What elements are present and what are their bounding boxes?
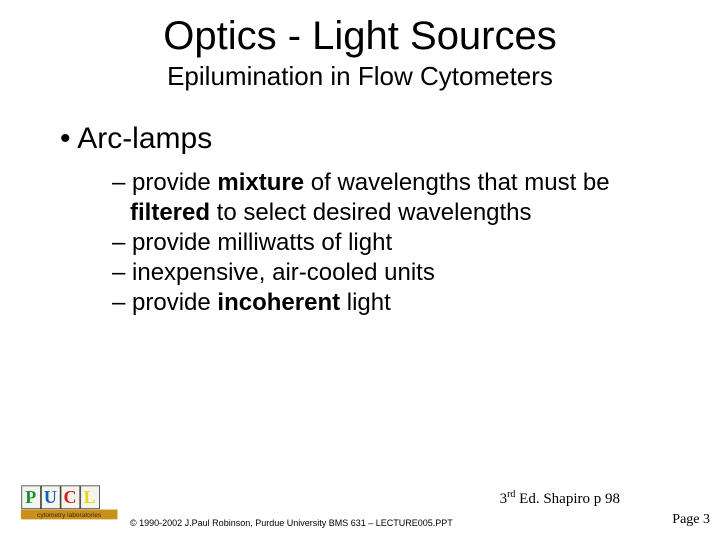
- pucl-logo-icon: P U C L cytometry laboratories: [20, 485, 120, 521]
- sub-item-incoherent: provide incoherent light: [112, 288, 690, 318]
- svg-text:C: C: [64, 487, 77, 507]
- page-number: Page 3: [672, 512, 710, 528]
- slide-subtitle: Epilumination in Flow Cytometers: [30, 61, 690, 92]
- sub-item-inexpensive: inexpensive, air-cooled units: [112, 258, 690, 288]
- sub-item-milliwatts: provide milliwatts of light: [112, 228, 690, 258]
- svg-text:cytometry laboratories: cytometry laboratories: [37, 512, 102, 519]
- svg-text:P: P: [25, 487, 36, 507]
- sub-item-mixture: provide mixture of wavelengths that must…: [112, 168, 690, 228]
- sub-bullet-list: provide mixture of wavelengths that must…: [112, 168, 690, 318]
- pucl-logo: P U C L cytometry laboratories: [20, 485, 120, 526]
- citation-shapiro: 3rd Ed. Shapiro p 98: [500, 489, 620, 508]
- copyright-line: © 1990-2002 J.Paul Robinson, Purdue Univ…: [130, 518, 453, 528]
- svg-text:L: L: [84, 487, 96, 507]
- slide-title: Optics - Light Sources: [30, 14, 690, 59]
- bullet-arc-lamps: Arc-lamps: [60, 122, 690, 156]
- svg-text:U: U: [44, 487, 57, 507]
